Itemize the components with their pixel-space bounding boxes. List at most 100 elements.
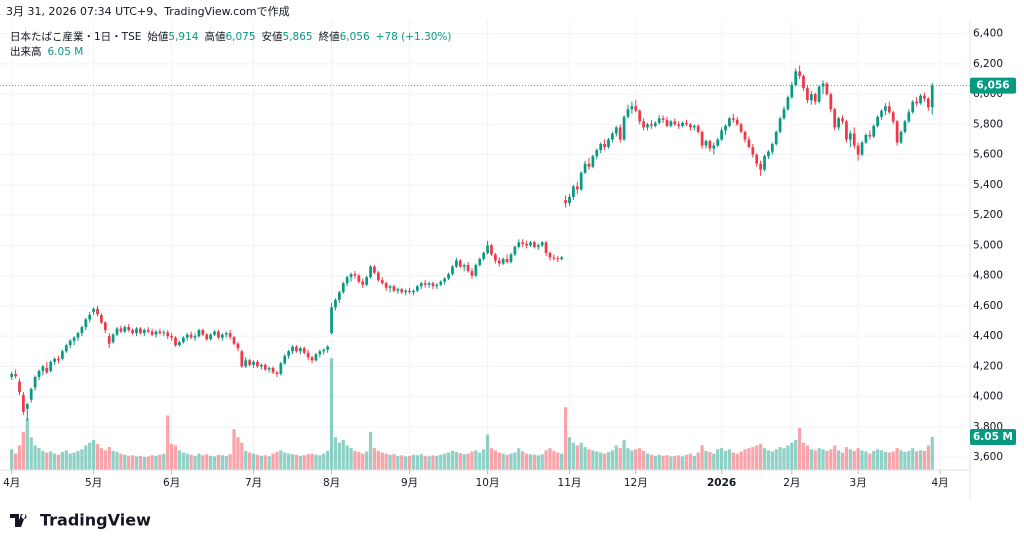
volume-bar (326, 450, 330, 470)
candle-body (68, 340, 72, 346)
volume-bar (267, 456, 271, 470)
candle-body (396, 289, 400, 291)
candle-body (10, 373, 14, 377)
candle-body (708, 141, 712, 149)
volume-bar (524, 453, 529, 470)
open-label: 始値 (147, 30, 168, 43)
x-tick-label: 2月 (783, 477, 800, 489)
volume-bar (903, 452, 907, 470)
volume-bar (501, 453, 505, 470)
volume-bar (489, 448, 494, 470)
candle-body (178, 342, 181, 346)
candle-body (809, 94, 813, 101)
volume-bar (396, 455, 400, 470)
volume-bar (665, 455, 669, 470)
candle-body (115, 328, 119, 335)
candle-body (887, 106, 891, 113)
candle-body (845, 121, 848, 140)
candle-body (486, 245, 489, 253)
volume-legend: 出来高 6.05 M (10, 45, 83, 58)
volume-bar (844, 447, 849, 470)
candle-body (689, 124, 692, 128)
candle-body (536, 245, 540, 247)
volume-bar (193, 455, 197, 470)
candle-body (201, 330, 205, 335)
candle-body (626, 109, 630, 117)
candle-body (146, 330, 150, 332)
volume-bar (224, 455, 228, 470)
y-tick-label: 6,400 (973, 28, 1003, 40)
candle-body (349, 274, 353, 278)
candle-body (135, 328, 138, 334)
x-tick-label: 3月 (850, 477, 867, 489)
candle-body (248, 360, 252, 365)
candle-body (185, 334, 189, 338)
candle-body (603, 144, 606, 148)
volume-bar (517, 448, 521, 470)
volume-bar (150, 455, 154, 470)
x-tick-label: 12月 (624, 477, 648, 489)
candle-body (591, 156, 595, 167)
volume-bar (337, 442, 341, 470)
candle-body (544, 242, 548, 253)
volume-bar (138, 455, 143, 470)
volume-bar (684, 454, 689, 470)
volume-bar (357, 452, 361, 470)
candle-body (298, 348, 302, 352)
candle-body (96, 308, 99, 315)
candle-body (774, 131, 778, 145)
volume-bar (591, 450, 595, 470)
candle-body (556, 258, 560, 260)
volume-bar (930, 437, 934, 470)
change: +78 (+1.30%) (376, 31, 452, 43)
volume-bar (649, 454, 654, 470)
volume-bar (64, 450, 68, 470)
candle-body (599, 144, 603, 151)
volume-bar (719, 448, 724, 470)
volume-bar (197, 453, 201, 470)
volume-bar (926, 445, 930, 470)
candle-body (716, 139, 720, 146)
candle-body (341, 283, 345, 293)
volume-bar (840, 452, 845, 470)
volume-bar (669, 456, 673, 470)
volume-bar (723, 450, 728, 470)
volume-bar (29, 437, 33, 470)
candle-body (443, 278, 447, 282)
candle-body (665, 119, 669, 126)
candle-body (427, 283, 431, 285)
volume-bar (263, 455, 267, 470)
volume-bar (60, 452, 65, 470)
candle-body (497, 260, 501, 264)
volume-bar (836, 450, 841, 470)
volume-bar (563, 407, 568, 470)
volume-bar (797, 428, 802, 470)
candle-body (470, 271, 474, 276)
volume-bar (833, 445, 837, 470)
candle-body (829, 94, 833, 110)
candle-body (653, 122, 657, 126)
candle-body (263, 364, 267, 370)
low: 5,865 (283, 31, 313, 43)
candle-body (400, 289, 404, 293)
volume-bar (567, 437, 572, 470)
candle-body (533, 242, 536, 247)
low-label: 安値 (262, 30, 283, 43)
candle-body (614, 127, 618, 134)
volume-bar (825, 450, 829, 470)
volume-bar (388, 454, 392, 470)
candle-body (509, 254, 513, 263)
volume-bar (704, 450, 708, 470)
candle-body (92, 308, 95, 312)
volume-bar (380, 452, 384, 470)
candle-body (568, 196, 571, 204)
volume-bar (696, 452, 700, 470)
volume-bar (454, 452, 459, 470)
legend-row: 日本たばこ産業・1日・TSE 始値5,914 高値6,075 安値5,865 終値6,0… (10, 30, 452, 43)
volume-bar (883, 452, 888, 470)
high: 6,075 (225, 31, 255, 43)
candle-body (860, 142, 864, 155)
candle-body (80, 327, 84, 334)
candle-body (119, 328, 123, 332)
candle-body (41, 366, 45, 371)
